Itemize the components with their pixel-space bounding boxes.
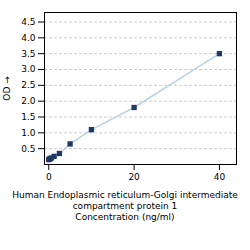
svg-text:20: 20 (128, 172, 140, 182)
svg-text:0: 0 (46, 172, 52, 182)
svg-text:2.0: 2.0 (21, 96, 36, 106)
svg-text:3.5: 3.5 (21, 49, 35, 59)
html-text:Human Endoplasmic reticulum-Go: Human Endoplasmic reticulum-Golgi interm… (12, 190, 238, 222)
svg-text:1.0: 1.0 (21, 128, 36, 138)
svg-text:OD →: OD → (2, 76, 12, 101)
svg-text:40: 40 (214, 172, 226, 182)
svg-text:1.5: 1.5 (21, 112, 35, 122)
svg-text:3.0: 3.0 (21, 64, 36, 74)
svg-text:2.5: 2.5 (21, 80, 35, 90)
svg-text:0.5: 0.5 (21, 144, 35, 154)
svg-text:4.0: 4.0 (21, 33, 36, 43)
svg-text:4.5: 4.5 (21, 17, 35, 27)
